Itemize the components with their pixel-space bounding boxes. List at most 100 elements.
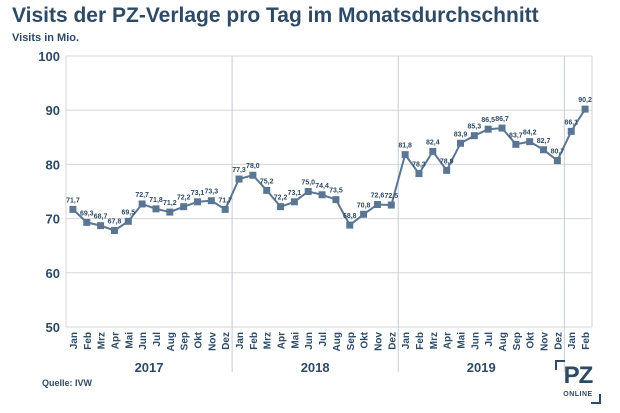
x-tick-label: Nov xyxy=(373,332,384,351)
data-point xyxy=(373,201,381,209)
data-label: 80,7 xyxy=(551,149,565,156)
data-label: 82,4 xyxy=(426,139,440,146)
data-label: 86,1 xyxy=(564,119,578,126)
logo-corner-bottom xyxy=(591,394,601,404)
data-label: 73,1 xyxy=(191,190,205,197)
year-label: 2018 xyxy=(301,360,330,375)
x-tick-label: Sep xyxy=(180,332,191,350)
data-point xyxy=(166,208,174,216)
data-point xyxy=(318,191,326,199)
data-label: 78,9 xyxy=(440,158,454,165)
x-tick-label: Jul xyxy=(484,332,495,347)
data-point xyxy=(498,124,506,132)
data-points xyxy=(69,105,589,235)
y-tick-label: 50 xyxy=(46,320,60,335)
data-point xyxy=(207,197,215,205)
year-label: 2017 xyxy=(135,360,164,375)
x-tick-label: Sep xyxy=(346,332,357,350)
data-label: 82,7 xyxy=(537,138,551,145)
data-point xyxy=(263,186,271,194)
data-label: 74,4 xyxy=(315,183,329,190)
data-point xyxy=(124,217,132,225)
data-point xyxy=(138,200,146,208)
data-label: 73,5 xyxy=(329,188,343,195)
data-label: 71,7 xyxy=(218,197,232,204)
x-tick-label: Jun xyxy=(470,332,481,350)
data-point xyxy=(567,127,575,135)
logo-sub-text: ONLINE xyxy=(563,391,593,398)
year-dividers xyxy=(231,56,565,372)
y-tick-label: 80 xyxy=(46,157,60,172)
y-tick-label: 90 xyxy=(46,103,60,118)
data-label: 84,2 xyxy=(523,130,537,137)
x-tick-label: Jan xyxy=(567,332,578,349)
data-point xyxy=(332,196,340,204)
data-point xyxy=(540,146,548,154)
data-label: 78,3 xyxy=(412,162,426,169)
x-tick-label: Nov xyxy=(207,332,218,351)
data-label: 73,1 xyxy=(288,190,302,197)
y-axis: 50 60 70 80 90 100 xyxy=(38,49,60,335)
chart-subtitle: Visits in Mio. xyxy=(12,32,80,44)
data-point xyxy=(97,222,105,230)
data-label: 86,7 xyxy=(495,116,509,123)
x-tick-label: Jul xyxy=(152,332,163,347)
data-label: 83,7 xyxy=(509,132,523,139)
data-label: 67,8 xyxy=(108,219,122,226)
data-point xyxy=(553,157,561,165)
series-line xyxy=(72,108,586,232)
data-label: 71,8 xyxy=(149,197,163,204)
data-point xyxy=(346,221,354,229)
x-tick-label: Okt xyxy=(360,331,371,348)
logo-corner-top xyxy=(555,360,565,370)
data-label: 71,2 xyxy=(163,200,177,207)
data-point xyxy=(69,205,77,213)
data-point xyxy=(457,139,464,147)
x-tick-label: Aug xyxy=(166,332,177,351)
data-point xyxy=(110,227,118,235)
data-point xyxy=(581,105,589,113)
x-tick-label: Okt xyxy=(194,331,205,348)
data-label: 75,2 xyxy=(260,178,274,185)
data-label: 85,3 xyxy=(468,124,482,131)
x-tick-label: Mrz xyxy=(263,332,274,349)
data-label: 81,8 xyxy=(398,143,412,150)
y-tick-label: 60 xyxy=(46,266,60,281)
data-label: 77,3 xyxy=(232,167,246,174)
data-label: 90,2 xyxy=(578,97,592,104)
data-point xyxy=(360,210,368,218)
x-tick-label: Mai xyxy=(457,332,468,349)
chart-title: Visits der PZ-Verlage pro Tag im Monatsd… xyxy=(12,4,539,27)
data-point xyxy=(387,201,395,209)
data-point xyxy=(304,188,312,195)
source-note: Quelle: IVW xyxy=(42,378,93,388)
x-tick-label: Dez xyxy=(387,332,398,350)
data-label: 70,8 xyxy=(357,202,371,209)
x-tick-label: Feb xyxy=(83,332,94,350)
data-point xyxy=(470,132,478,140)
year-labels: 2017 2018 2019 xyxy=(135,360,496,375)
x-tick-label: Aug xyxy=(498,332,509,351)
x-tick-label: Nov xyxy=(540,332,551,351)
data-point xyxy=(512,140,520,148)
grid-lines xyxy=(65,55,593,328)
data-label: 72,6 xyxy=(371,193,385,200)
data-point xyxy=(443,166,451,174)
data-label: 69,5 xyxy=(121,209,135,216)
x-tick-label: Okt xyxy=(526,331,537,348)
x-tick-label: Jun xyxy=(304,332,315,350)
logo-main-text: PZ xyxy=(563,362,594,389)
x-axis: Jan Feb Mrz Apr Mai Jun Jul Aug Sep Okt Nov Dez Jan F… xyxy=(69,331,592,351)
x-tick-label: Apr xyxy=(443,332,454,349)
data-point xyxy=(194,198,201,206)
x-tick-label: Mrz xyxy=(97,332,108,349)
x-tick-label: Jan xyxy=(235,332,246,349)
data-point xyxy=(180,203,188,211)
x-tick-label: Mai xyxy=(124,332,135,349)
data-label: 72,2 xyxy=(177,195,191,202)
data-point xyxy=(277,203,285,211)
data-label: 72,5 xyxy=(384,193,398,200)
data-point xyxy=(290,198,298,206)
x-tick-label: Dez xyxy=(553,332,564,350)
data-label: 68,8 xyxy=(343,213,357,220)
